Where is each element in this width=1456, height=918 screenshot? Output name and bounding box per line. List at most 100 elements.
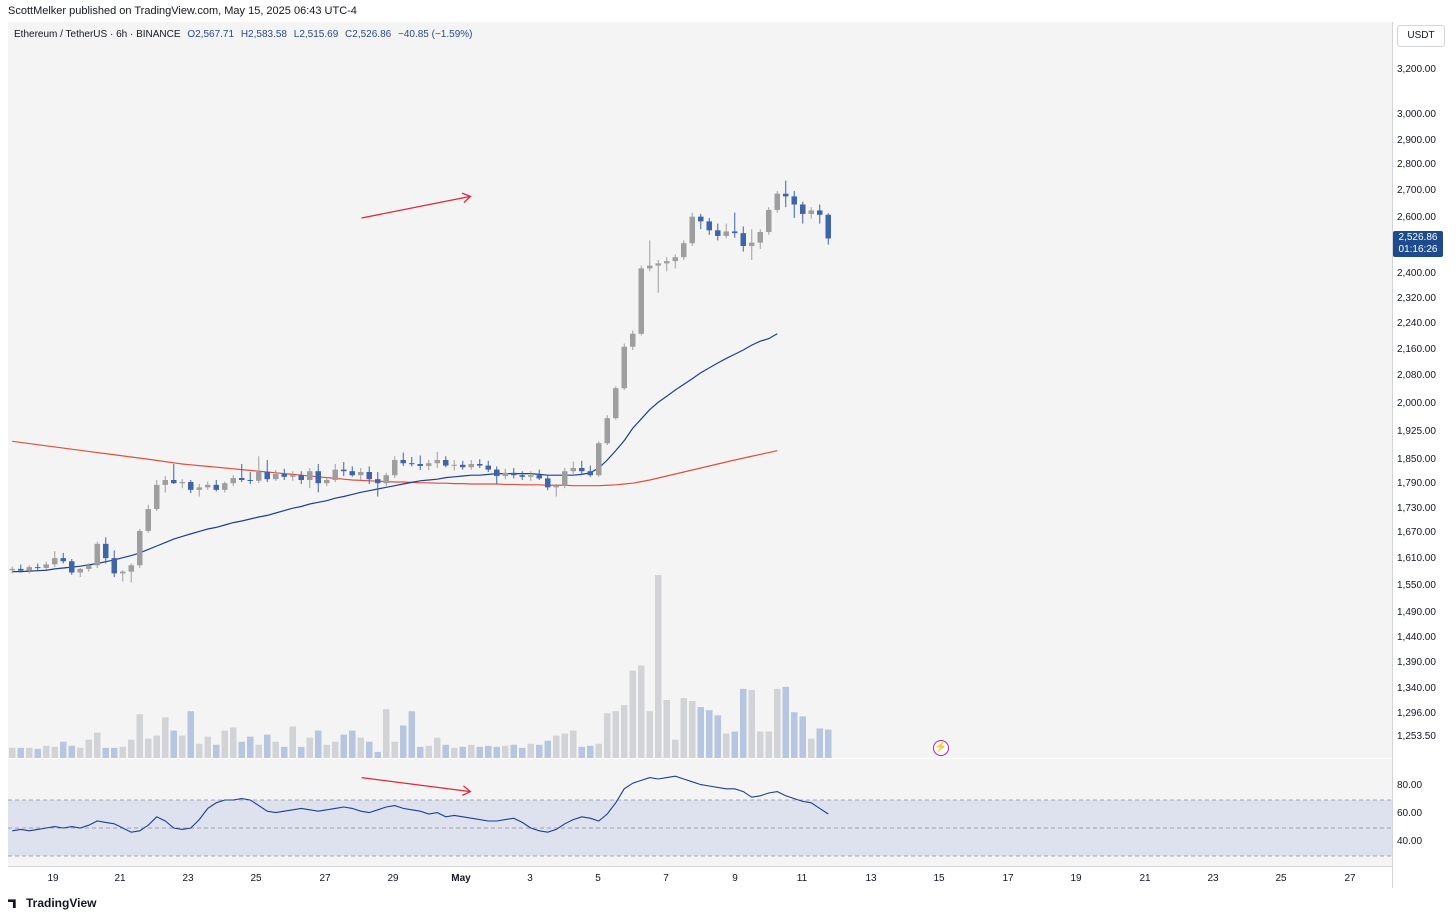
candle-body [324,480,330,484]
volume-bar [629,670,636,758]
price-chart-svg[interactable] [8,22,1392,758]
time-tick-label: 5 [595,873,601,884]
volume-bar [706,710,713,758]
rsi-chart-svg[interactable] [8,759,1392,866]
time-tick-label: 23 [1207,873,1219,884]
price-tick-label: 2,900.00 [1397,135,1436,146]
rsi-divergence-arrow-head [461,785,472,797]
candle-body [681,243,687,258]
time-tick-label: 3 [527,873,533,884]
tradingview-logo-icon [8,899,16,909]
candle-body [230,478,236,484]
candle-body [86,565,92,569]
lightning-icon[interactable]: ⚡ [933,740,949,756]
price-divergence-arrow [361,195,471,219]
volume-bar [281,746,288,758]
time-tick-label: 13 [865,873,877,884]
volume-bar [621,705,628,758]
price-tick-label: 1,390.00 [1397,657,1436,668]
legend-close: C2,526.86 [345,29,392,40]
time-tick-label: 17 [1002,873,1014,884]
candle-body [570,468,576,472]
price-tick-label: 1,730.00 [1397,503,1436,514]
volume-bar [748,689,755,758]
ma-fast-line [12,333,778,573]
candle-body [732,231,738,234]
volume-bar [85,739,92,758]
candle-body [426,463,432,466]
volume-bar [757,731,764,758]
candle-body [715,230,721,236]
volume-bar [519,747,526,758]
volume-bar [417,746,424,758]
price-pane[interactable]: Ethereum / TetherUS · 6h · BINANCE O2,56… [8,22,1392,758]
currency-unit-button[interactable]: USDT [1397,25,1445,47]
volume-bar [816,728,823,758]
volume-bar [366,741,373,758]
rsi-pane[interactable] [8,759,1392,866]
candle-body [655,263,661,266]
candle-body [825,214,831,239]
candle-body [587,471,593,476]
volume-bar [697,707,704,758]
volume-bar [595,743,602,758]
volume-bar [714,715,721,758]
volume-bar [808,738,815,758]
candle-body [451,464,457,466]
candle-body [213,484,219,490]
candle-body [120,571,126,574]
volume-bar [400,725,407,758]
legend-open: O2,567.71 [187,29,235,40]
time-tick-label: 29 [387,873,399,884]
volume-bar [349,730,356,758]
candle-body [171,480,177,484]
candle-body [553,485,559,488]
volume-bar [264,734,271,758]
candle-body [26,567,32,571]
candle-body [341,469,347,472]
candle-body [332,469,338,480]
price-tick-label: 2,000.00 [1397,398,1436,409]
footer: TradingView [8,896,96,910]
volume-bar [179,735,186,758]
price-axis[interactable]: USDT 2,526.86 01:16:26 3,200.00 3,000.00 2… [1392,22,1449,888]
volume-bar [9,747,16,758]
volume-bar [119,746,126,758]
price-tick-label: 2,800.00 [1397,159,1436,170]
volume-bar [323,744,330,758]
volume-bar [374,751,381,758]
candle-body [137,531,143,566]
candle-body [400,460,406,464]
candle-body [562,471,568,486]
rsi-tick-label: 40.00 [1397,836,1423,847]
volume-bar [527,743,534,758]
chart-area[interactable]: Ethereum / TetherUS · 6h · BINANCE O2,56… [8,22,1449,889]
volume-bar [476,746,483,758]
volume-bar [34,748,41,758]
volume-bar [77,747,84,758]
time-axis[interactable]: 19 21 23 25 27 29 May 3 5 7 9 11 13 15 17 19 21 23 25 27 [8,866,1392,889]
volume-bar [663,700,670,758]
candle-body [103,543,109,559]
candle-body [604,418,610,444]
volume-bar [434,737,441,758]
candle-body [647,265,653,269]
candle-body [494,469,500,476]
candle-body [69,561,75,573]
volume-bar [612,711,619,758]
volume-bar [689,701,696,758]
price-tick-label: 1,790.00 [1397,478,1436,489]
rsi-divergence-arrow [361,776,471,793]
volume-bar [774,688,781,758]
candle-body [477,464,483,466]
candle-body [749,242,755,246]
volume-bar [680,698,687,758]
price-tick-label: 3,200.00 [1397,64,1436,75]
volume-bar [306,737,313,758]
candle-body [698,216,704,222]
candle-body [545,478,551,488]
volume-bar [578,746,585,758]
footer-brand: TradingView [26,896,97,910]
price-tick-label: 2,320.00 [1397,293,1436,304]
candle-body [35,567,41,569]
